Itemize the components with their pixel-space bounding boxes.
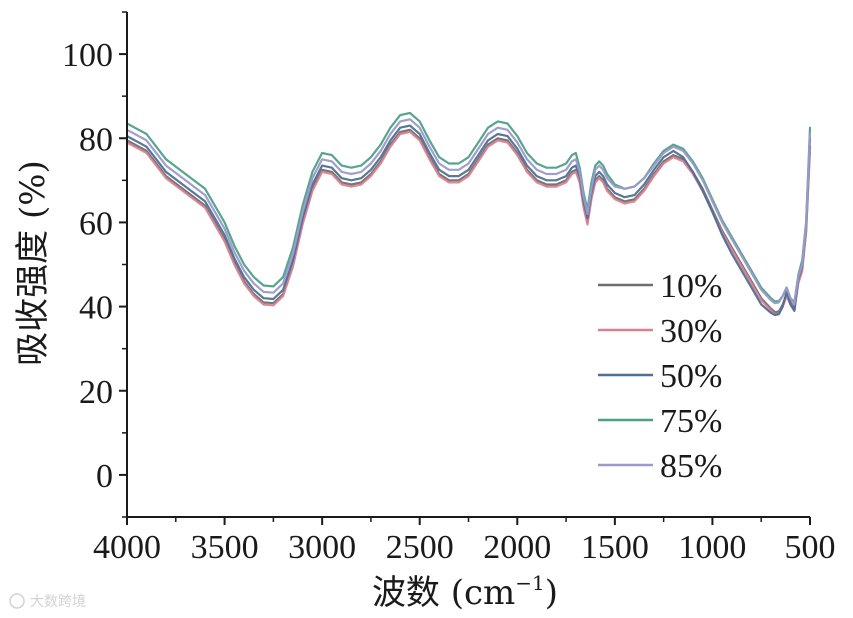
legend-label-75pct: 75% (660, 403, 722, 440)
x-tick-label: 2000 (483, 529, 551, 566)
x-tick-label: 1000 (678, 529, 746, 566)
x-tick-label: 500 (785, 529, 836, 566)
x-tick-label: 1500 (581, 529, 649, 566)
x-tick-label: 3000 (288, 529, 356, 566)
watermark-text: 大数跨境 (30, 594, 86, 610)
legend-label-30pct: 30% (660, 313, 722, 350)
x-axis-title-superscript: −1 (515, 571, 544, 595)
y-tick-label: 20 (79, 374, 113, 411)
axes-layer (126, 12, 810, 518)
ticks-layer: 4000 3500 3000 2500 2000 1500 1000 500 100 80 60 40… (62, 11, 836, 566)
y-tick-label: 40 (79, 290, 113, 327)
series-line-30pct (125, 130, 812, 316)
y-tick-label: 100 (62, 37, 113, 74)
legend: 10% 30% 50% 75% 85% (598, 268, 722, 485)
legend-label-85pct: 85% (660, 448, 722, 485)
series-layer (125, 111, 812, 317)
legend-label-50pct: 50% (660, 358, 722, 395)
watermark-logo-icon (9, 593, 25, 609)
y-tick-label: 0 (96, 458, 113, 495)
watermark: 大数跨境 (9, 593, 86, 610)
y-axis-title: 吸收强度 (%) (13, 160, 53, 366)
x-axis-title-suffix: ) (545, 573, 558, 613)
y-tick-label: 80 (79, 121, 113, 158)
x-axis-title: 波数 (cm−1) (372, 571, 558, 613)
series-line-50pct (125, 124, 812, 317)
legend-label-10pct: 10% (660, 268, 722, 305)
y-tick-label: 60 (79, 205, 113, 242)
x-tick-label: 3500 (191, 529, 259, 566)
x-axis-title-prefix: 波数 (cm (372, 573, 515, 613)
x-tick-label: 4000 (93, 529, 161, 566)
series-line-85pct (125, 118, 812, 306)
x-tick-label: 2500 (386, 529, 454, 566)
